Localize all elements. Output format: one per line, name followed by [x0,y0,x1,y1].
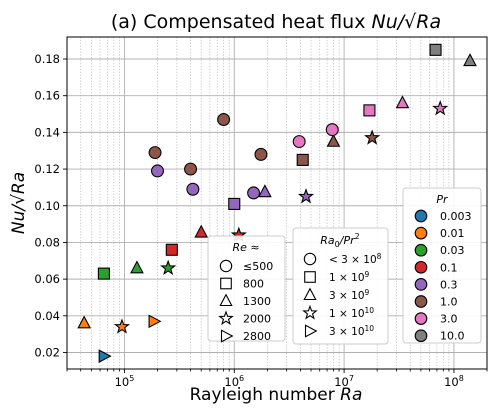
legend-pr-swatch [414,295,428,308]
data-point [296,153,309,166]
data-point [463,53,477,67]
legend-re-marker [218,310,234,326]
y-tick-label: 0.16 [34,89,60,103]
legend-ra-marker [302,304,318,320]
legend-reynolds: Re ≈ ≤500 800 1300 2000 2800 [207,235,286,343]
legend-re-marker [219,293,233,307]
legend-pr-label: 0.03 [440,244,465,257]
y-tick-label: 0.08 [34,235,60,249]
y-tick-label: 0.06 [34,272,60,286]
legend-ra-label: 1 × 1010 [329,306,374,320]
legend-pr-label: 10.0 [440,330,465,343]
legend-ra-marker [303,287,317,301]
data-point [184,162,198,176]
legend-ra-label: < 3 × 108 [329,252,382,266]
legend-prandtl: Pr 0.003 0.01 0.03 0.1 0.3 1.0 3.0 10.0 [402,187,482,344]
data-point [325,123,339,137]
x-tick-label: 107 [334,374,354,389]
data-point [363,104,376,117]
legend-pr-swatch [414,278,428,291]
chart-title-math: Nu/√Ra [372,11,442,33]
chart-title: (a) Compensated heat flux Nu/√Ra [111,11,441,33]
legend-ra-label: 3 × 109 [329,288,370,302]
legend-ra-title: Ra0/Pr2 [320,232,359,249]
data-point [186,182,200,196]
data-point [194,224,209,238]
legend-re-label: 1300 [243,295,271,308]
legend-frame [292,227,389,345]
data-point [432,100,449,116]
legend-pr-label: 0.1 [440,261,458,274]
legend-pr-swatch [414,329,428,343]
data-point [292,135,306,149]
x-tick-label: 105 [115,374,135,389]
legend-re-marker [220,277,232,290]
legend-pr-swatch [414,209,428,223]
legend-re-label: 800 [243,278,264,291]
legend-re-label: 2000 [243,313,271,326]
legend-ra-label: 3 × 1010 [329,324,374,338]
x-axis-label: Rayleigh number Ra [190,385,363,405]
data-point [395,95,410,109]
data-point [165,243,178,256]
y-tick-label: 0.12 [34,162,60,176]
legend-ra-label: 1 × 109 [329,270,370,284]
legend-pr-label: 1.0 [440,296,458,309]
legend-pr-swatch [414,312,428,325]
data-points [77,43,477,364]
x-tick-label: 106 [224,374,244,389]
legend-re-marker [220,329,234,343]
legend-pr-label: 0.003 [440,210,472,223]
data-point [98,349,112,364]
legend-pr-title: Pr [436,193,449,206]
y-tick-label: 0.18 [34,52,60,66]
legend-ra-marker [303,252,317,266]
data-point [148,146,162,160]
legend-ra-marker [304,271,316,283]
data-point [151,164,164,178]
legend-re-marker [219,259,233,273]
data-point [429,43,442,56]
data-point [217,113,231,127]
data-point [326,133,341,147]
data-point [97,267,110,280]
data-point [258,184,272,198]
data-point [160,259,177,275]
legend-ra-marker [304,324,318,338]
legend-pr-label: 0.3 [440,278,458,291]
data-point [77,315,92,329]
plot-frame [66,36,488,370]
y-tick-label: 0.04 [34,309,60,323]
x-tick-label: 108 [444,374,464,389]
data-point [228,197,241,210]
legend-rayleigh-prandtl: Ra0/Pr2 < 3 × 108 1 × 109 3 × 109 1 × 1010 3 … [292,227,389,345]
legend-re-label: ≤500 [243,260,273,273]
data-point [254,147,268,161]
x-axis-label-math: Ra [340,385,362,405]
data-point [113,318,131,334]
data-point [247,186,261,200]
data-point [130,260,144,274]
axis-ticks: 105 106 107 108 0.02 0.04 0.06 0.08 0.10 0.12 0.14… [34,52,488,389]
legend-re-label: 2800 [243,330,271,343]
y-tick-label: 0.02 [34,345,60,359]
legend-pr-swatch [414,226,428,240]
data-point [297,188,315,204]
y-tick-label: 0.10 [34,199,60,213]
y-axis-label: Nu/√Ra [9,172,29,234]
legend-re-title: Re ≈ [232,241,259,254]
legend-pr-swatch [414,243,428,257]
data-point [364,129,381,145]
legend-pr-label: 3.0 [440,313,458,326]
y-tick-label: 0.14 [34,125,60,139]
legend-pr-swatch [414,260,428,274]
data-point [148,314,162,329]
legend-pr-label: 0.01 [440,227,465,240]
